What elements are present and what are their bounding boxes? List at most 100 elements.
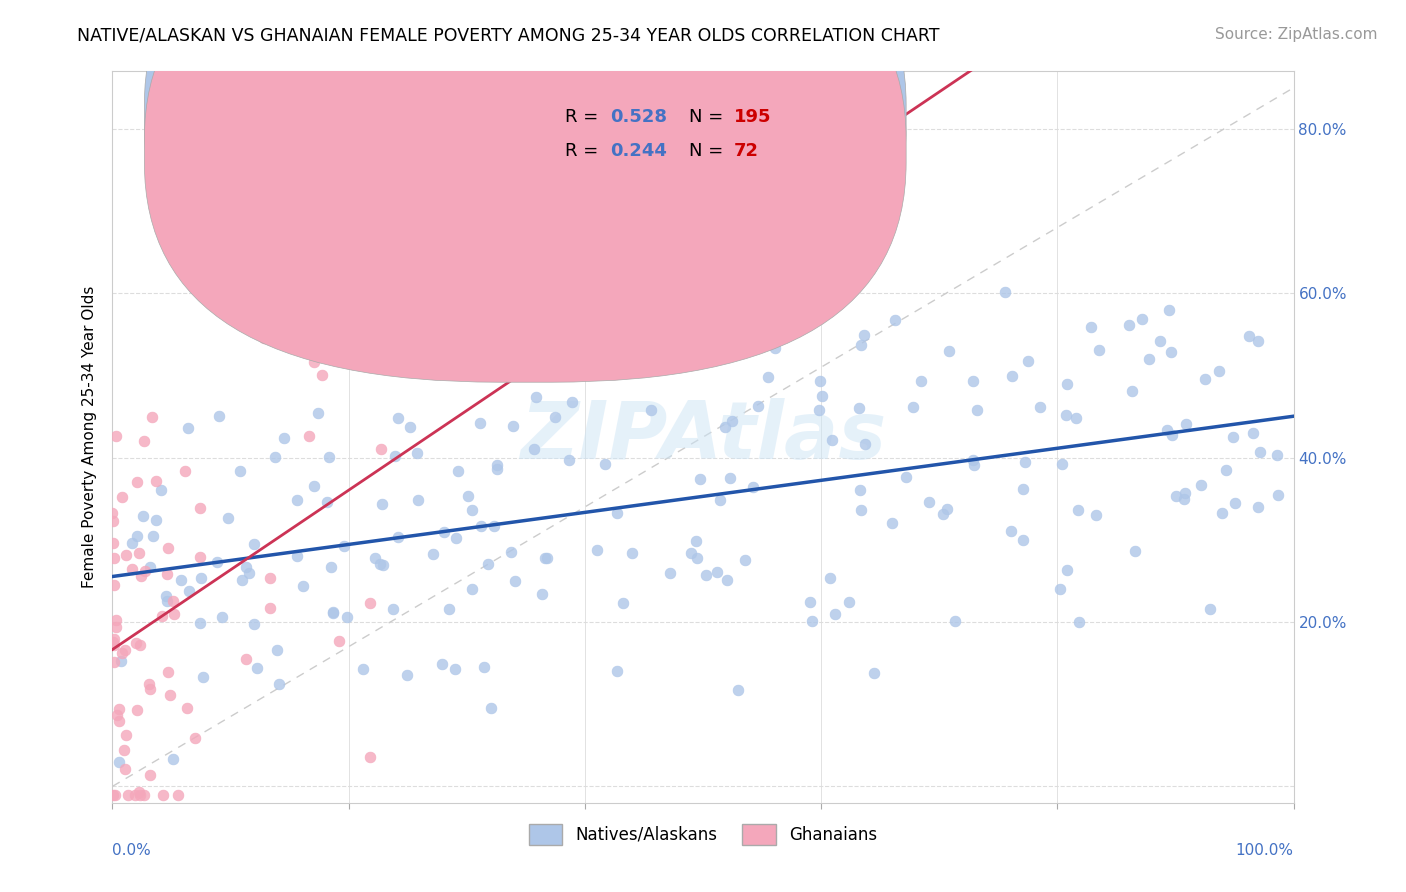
Point (446, 531, 468, 545)
Point (105, 707, 128, 722)
Point (318, 450, 340, 464)
Point (103, 632, 125, 647)
Point (470, 519, 492, 533)
Text: NATIVE/ALASKAN VS GHANAIAN FEMALE POVERTY AMONG 25-34 YEAR OLDS CORRELATION CHAR: NATIVE/ALASKAN VS GHANAIAN FEMALE POVERT… (77, 27, 939, 45)
Point (799, 595, 821, 609)
Point (359, 750, 381, 764)
Point (352, 662, 374, 676)
Point (229, 464, 252, 478)
Point (1161, 428, 1184, 442)
Point (291, 578, 314, 592)
Point (176, 701, 198, 715)
Point (103, 656, 125, 670)
Point (468, 417, 491, 431)
Point (316, 495, 339, 509)
Point (235, 651, 257, 665)
Point (243, 537, 266, 551)
Point (523, 442, 546, 456)
Point (492, 319, 515, 334)
Point (267, 677, 290, 691)
Text: R =: R = (565, 142, 603, 160)
Point (659, 566, 682, 581)
Point (132, 788, 155, 802)
Point (131, 509, 153, 524)
Point (246, 660, 269, 674)
Point (156, 594, 179, 608)
Point (128, 785, 150, 799)
Point (138, 768, 160, 782)
Point (179, 583, 201, 598)
Point (679, 546, 702, 560)
Point (235, 559, 257, 574)
Point (884, 312, 907, 326)
Text: 195: 195 (734, 108, 772, 126)
Point (138, 559, 160, 574)
Point (1056, 377, 1078, 392)
Point (685, 533, 707, 548)
Point (901, 400, 924, 414)
Point (129, 639, 152, 653)
Point (932, 507, 955, 521)
Point (101, 635, 124, 649)
Point (606, 507, 628, 521)
Point (502, 419, 524, 434)
Point (808, 375, 831, 389)
Point (273, 431, 295, 445)
Text: 0.0%: 0.0% (112, 843, 152, 858)
Point (485, 462, 508, 476)
Point (1173, 491, 1195, 506)
Point (1174, 486, 1197, 500)
Point (259, 601, 281, 615)
Text: 0.244: 0.244 (610, 142, 666, 160)
Point (190, 571, 212, 585)
Point (1149, 334, 1171, 349)
Point (962, 452, 984, 467)
Point (1067, 615, 1090, 629)
Point (156, 567, 179, 582)
Point (1050, 457, 1073, 471)
Point (936, 501, 959, 516)
Point (606, 664, 628, 678)
Point (1084, 508, 1107, 523)
Point (994, 285, 1017, 299)
Point (337, 313, 360, 327)
Point (544, 410, 567, 425)
Point (640, 402, 662, 417)
Point (1066, 503, 1088, 517)
Point (437, 602, 460, 616)
Text: R =: R = (565, 108, 603, 126)
Point (406, 445, 429, 459)
Point (472, 660, 495, 674)
Point (336, 610, 359, 624)
Point (114, 743, 136, 757)
Point (943, 615, 966, 629)
Text: ZIPAtlas: ZIPAtlas (520, 398, 886, 476)
Point (966, 403, 988, 417)
Point (1237, 328, 1260, 343)
Point (558, 452, 581, 467)
Point (302, 355, 325, 369)
Point (689, 472, 711, 486)
Point (159, 688, 181, 702)
Point (162, 607, 184, 621)
Point (359, 596, 381, 610)
Point (406, 493, 429, 508)
Point (917, 495, 939, 509)
Point (384, 449, 406, 463)
Point (1249, 445, 1271, 459)
Point (1194, 371, 1216, 385)
Point (253, 330, 276, 344)
Point (259, 571, 281, 585)
Point (848, 401, 870, 415)
Point (108, 755, 131, 769)
Point (105, 620, 128, 634)
Point (138, 677, 160, 691)
FancyBboxPatch shape (145, 0, 905, 383)
Point (849, 483, 872, 497)
Point (1012, 482, 1035, 496)
Point (328, 633, 350, 648)
Point (718, 471, 741, 485)
Point (769, 249, 792, 263)
Point (714, 420, 737, 434)
FancyBboxPatch shape (472, 86, 815, 195)
